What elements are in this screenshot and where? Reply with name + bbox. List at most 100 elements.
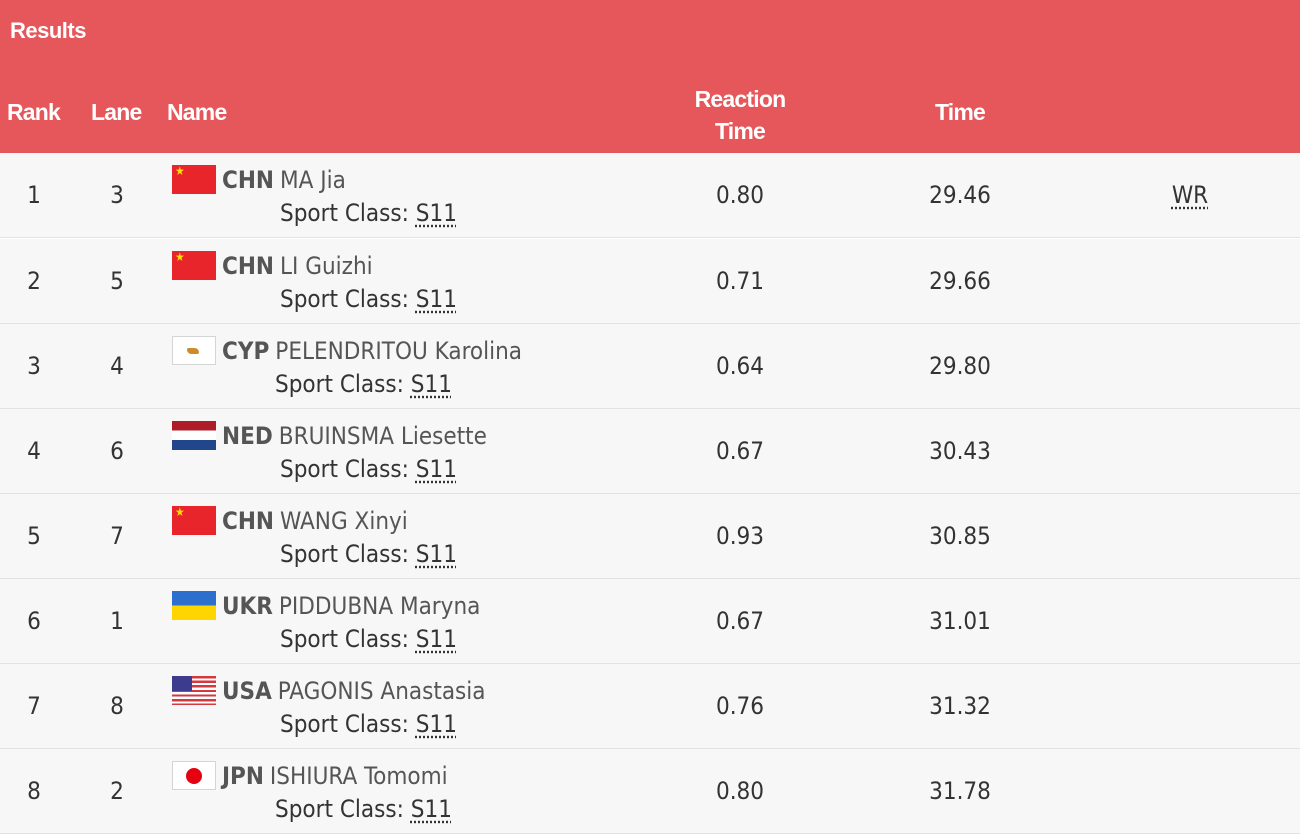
table-row: 8 2 JPN ISHIURA Tomomi Sport Class: S11 0…: [0, 749, 1300, 834]
lane-cell: 5: [110, 267, 124, 295]
noc-code: NED: [222, 422, 273, 450]
reaction-time-cell: 0.76: [715, 692, 765, 720]
sport-class-label: Sport Class:: [280, 710, 409, 738]
netherlands-flag-icon: [172, 421, 216, 450]
usa-flag-icon: [172, 676, 216, 705]
lane-cell: 7: [110, 522, 124, 550]
reaction-time-cell: 0.71: [715, 267, 765, 295]
ukraine-flag-icon: [172, 591, 216, 620]
lane-cell: 4: [110, 352, 124, 380]
column-header-reaction-time: Reaction Time: [660, 83, 820, 147]
sport-class-value[interactable]: S11: [415, 710, 457, 738]
athlete-name-text: WANG Xinyi: [279, 507, 408, 535]
sport-class-label: Sport Class:: [280, 285, 409, 313]
rank-cell: 3: [27, 352, 41, 380]
column-header-name: Name: [167, 99, 227, 125]
reaction-time-cell: 0.67: [715, 607, 765, 635]
column-header-rank: Rank: [7, 99, 61, 125]
reaction-time-cell: 0.67: [715, 437, 765, 465]
athlete-name-text: BRUINSMA Liesette: [278, 422, 487, 450]
record-badge[interactable]: WR: [1171, 181, 1209, 209]
time-cell: 31.01: [929, 607, 991, 635]
sport-class: Sport Class: S11: [280, 284, 457, 314]
sport-class-label: Sport Class:: [280, 540, 409, 568]
rank-cell: 5: [27, 522, 41, 550]
time-cell: 29.46: [929, 181, 991, 209]
noc-code: CHN: [222, 507, 274, 535]
athlete-name-text: PELENDRITOU Karolina: [275, 337, 523, 365]
sport-class-value[interactable]: S11: [415, 285, 457, 313]
time-cell: 30.85: [929, 522, 991, 550]
time-cell: 29.66: [929, 267, 991, 295]
reaction-time-cell: 0.80: [715, 777, 765, 805]
column-header-lane: Lane: [91, 99, 142, 125]
athlete-name-text: MA Jia: [279, 166, 346, 194]
sport-class-label: Sport Class:: [275, 795, 404, 823]
sport-class: Sport Class: S11: [275, 794, 452, 824]
cyprus-flag-icon: [172, 336, 216, 365]
reaction-time-cell: 0.80: [715, 181, 765, 209]
athlete-name[interactable]: NED BRUINSMA Liesette: [222, 421, 487, 451]
lane-cell: 2: [110, 777, 124, 805]
sport-class: Sport Class: S11: [280, 709, 457, 739]
rank-cell: 8: [27, 777, 41, 805]
athlete-name[interactable]: CYP PELENDRITOU Karolina: [222, 336, 522, 366]
time-cell: 29.80: [929, 352, 991, 380]
sport-class-label: Sport Class:: [275, 370, 404, 398]
sport-class: Sport Class: S11: [280, 539, 457, 569]
sport-class-value[interactable]: S11: [415, 625, 457, 653]
lane-cell: 1: [110, 607, 124, 635]
athlete-name[interactable]: JPN ISHIURA Tomomi: [222, 761, 448, 791]
sport-class: Sport Class: S11: [275, 369, 452, 399]
table-row: 4 6 NED BRUINSMA Liesette Sport Class: S1…: [0, 409, 1300, 494]
athlete-name-text: PIDDUBNA Maryna: [278, 592, 481, 620]
sport-class-value[interactable]: S11: [415, 199, 457, 227]
sport-class-label: Sport Class:: [280, 625, 409, 653]
athlete-name[interactable]: USA PAGONIS Anastasia: [222, 676, 486, 706]
lane-cell: 6: [110, 437, 124, 465]
sport-class-value[interactable]: S11: [415, 455, 457, 483]
athlete-name-text: PAGONIS Anastasia: [277, 677, 486, 705]
rank-cell: 6: [27, 607, 41, 635]
sport-class-label: Sport Class:: [280, 199, 409, 227]
rank-cell: 2: [27, 267, 41, 295]
noc-code: JPN: [222, 762, 264, 790]
noc-code: CYP: [222, 337, 270, 365]
results-header: Results Rank Lane Name Reaction Time Tim…: [0, 0, 1300, 153]
japan-flag-icon: [172, 761, 216, 790]
table-row: 3 4 CYP PELENDRITOU Karolina Sport Class:…: [0, 324, 1300, 409]
column-header-time: Time: [934, 99, 986, 125]
time-cell: 30.43: [929, 437, 991, 465]
sport-class-value[interactable]: S11: [410, 370, 452, 398]
time-cell: 31.78: [929, 777, 991, 805]
lane-cell: 3: [110, 181, 124, 209]
table-row: 6 1 UKR PIDDUBNA Maryna Sport Class: S11 …: [0, 579, 1300, 664]
reaction-label-line1: Reaction: [694, 86, 787, 112]
results-title: Results: [10, 18, 86, 43]
athlete-name[interactable]: CHN LI Guizhi: [222, 251, 373, 281]
sport-class-value[interactable]: S11: [415, 540, 457, 568]
reaction-time-cell: 0.93: [715, 522, 765, 550]
rank-cell: 4: [27, 437, 41, 465]
noc-code: CHN: [222, 166, 274, 194]
china-flag-icon: [172, 251, 216, 280]
table-row: 7 8 USA PAGONIS Anastasia Sport Class: S1…: [0, 664, 1300, 749]
athlete-name[interactable]: UKR PIDDUBNA Maryna: [222, 591, 480, 621]
athlete-name[interactable]: CHN MA Jia: [222, 165, 346, 195]
sport-class: Sport Class: S11: [280, 454, 457, 484]
sport-class-value[interactable]: S11: [410, 795, 452, 823]
rank-cell: 1: [27, 181, 41, 209]
sport-class: Sport Class: S11: [280, 624, 457, 654]
noc-code: USA: [222, 677, 272, 705]
noc-code: UKR: [222, 592, 273, 620]
sport-class: Sport Class: S11: [280, 198, 457, 228]
rank-cell: 7: [27, 692, 41, 720]
reaction-label-line2: Time: [714, 118, 766, 144]
athlete-name[interactable]: CHN WANG Xinyi: [222, 506, 408, 536]
athlete-name-text: LI Guizhi: [279, 252, 373, 280]
china-flag-icon: [172, 506, 216, 535]
time-cell: 31.32: [929, 692, 991, 720]
